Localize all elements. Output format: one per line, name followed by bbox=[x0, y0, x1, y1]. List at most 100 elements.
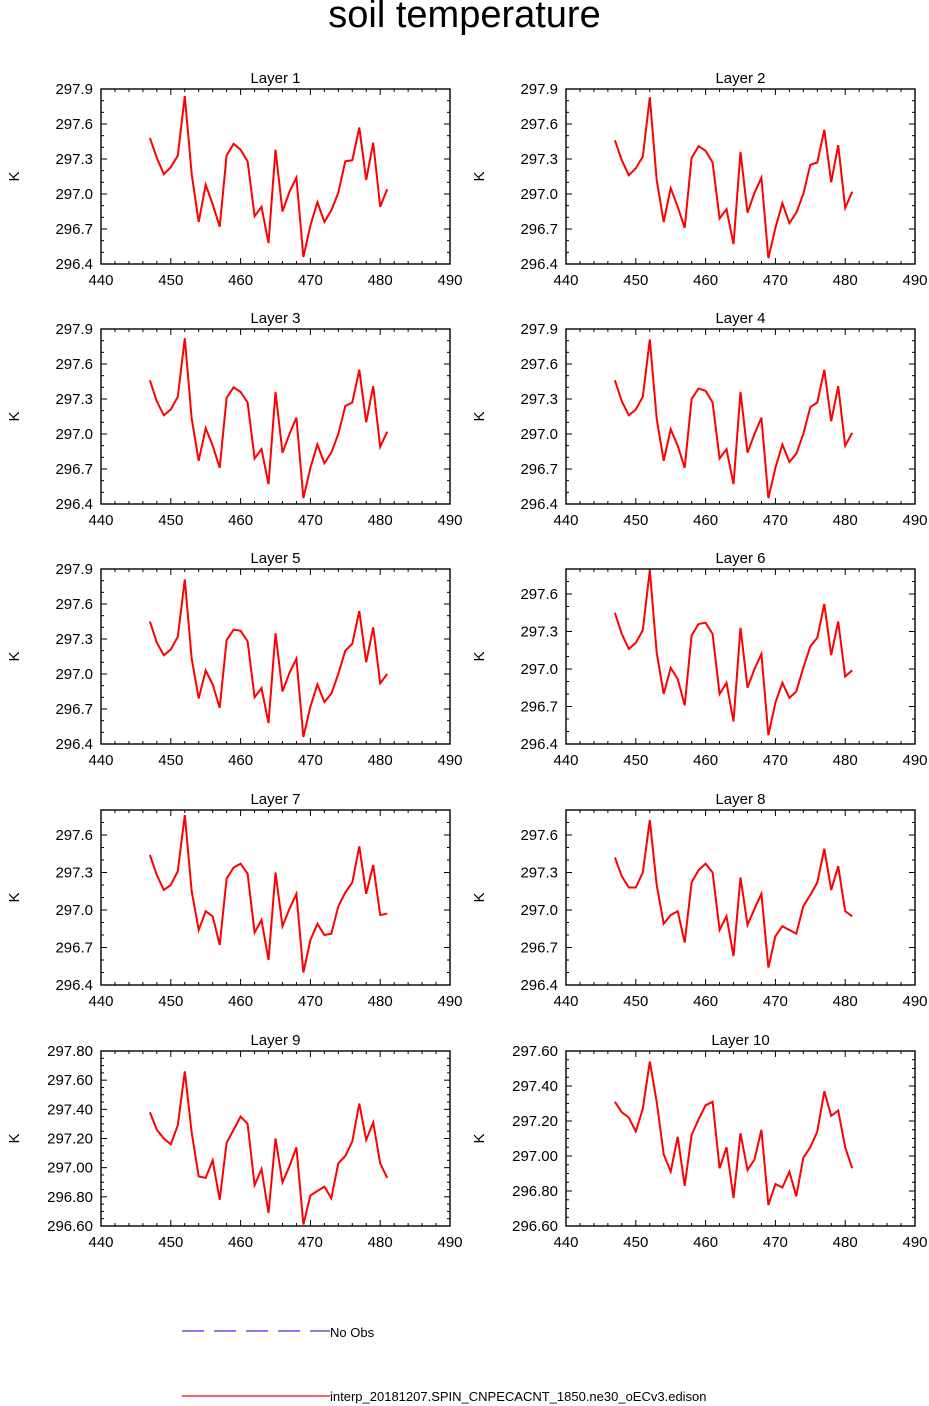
y-tick-label: 296.4 bbox=[55, 256, 93, 273]
x-tick-label: 470 bbox=[298, 1234, 323, 1251]
panel-layer-6: Layer 6 K 440 450 460 470 480 490 297.6 297.3 297.… bbox=[471, 550, 928, 769]
y-tick-label: 297.9 bbox=[520, 321, 558, 338]
series-line bbox=[148, 814, 388, 973]
x-tick-label: 450 bbox=[623, 1234, 648, 1251]
y-tick-label: 297.9 bbox=[520, 81, 558, 98]
y-tick-label: 297.20 bbox=[47, 1131, 93, 1148]
x-tick-label: 470 bbox=[298, 512, 323, 529]
y-tick-label: 296.7 bbox=[55, 940, 93, 957]
x-tick-label: 480 bbox=[833, 1234, 858, 1251]
y-tick-label: 297.6 bbox=[520, 827, 558, 844]
panel-layer-5: Layer 5 K 440 450 460 470 480 490 297.9 297.6 297.… bbox=[6, 550, 463, 769]
series-line bbox=[148, 338, 389, 499]
y-tick-label: 296.7 bbox=[55, 461, 93, 478]
x-tick-label: 440 bbox=[553, 272, 578, 289]
panel-title: Layer 7 bbox=[250, 791, 300, 808]
x-tick-label: 450 bbox=[158, 272, 183, 289]
y-tick-label: 297.3 bbox=[55, 391, 93, 408]
y-tick-label: 296.80 bbox=[47, 1189, 93, 1206]
y-tick-label: 296.7 bbox=[55, 221, 93, 238]
panel-layer-8: Layer 8 K 440 450 460 470 480 490 297.6 297.3 297.… bbox=[471, 791, 928, 1010]
y-tick-label: 297.6 bbox=[55, 356, 93, 373]
y-tick-label: 297.6 bbox=[55, 116, 93, 133]
x-tick-label: 460 bbox=[693, 512, 718, 529]
x-tick-label: 480 bbox=[833, 752, 858, 769]
x-tick-label: 450 bbox=[158, 512, 183, 529]
y-tick-label: 297.60 bbox=[512, 1043, 558, 1060]
y-tick-label: 296.4 bbox=[55, 496, 93, 513]
y-tick-label: 297.0 bbox=[520, 186, 558, 203]
x-tick-label: 480 bbox=[833, 272, 858, 289]
y-tick-label: 297.60 bbox=[47, 1072, 93, 1089]
legend-no-obs-label: No Obs bbox=[330, 1325, 375, 1340]
plot-frame bbox=[100, 568, 451, 745]
x-tick-label: 490 bbox=[437, 1234, 462, 1251]
x-tick-label: 470 bbox=[298, 752, 323, 769]
x-tick-label: 490 bbox=[902, 512, 927, 529]
series-line bbox=[148, 1071, 389, 1225]
y-tick-label: 296.4 bbox=[55, 736, 93, 753]
plot-frame bbox=[100, 88, 451, 265]
y-tick-label: 297.6 bbox=[55, 596, 93, 613]
y-axis-label: K bbox=[471, 1133, 488, 1143]
x-tick-label: 470 bbox=[298, 272, 323, 289]
x-tick-label: 490 bbox=[437, 272, 462, 289]
x-tick-label: 480 bbox=[833, 512, 858, 529]
panel-title: Layer 6 bbox=[715, 550, 765, 567]
x-tick-label: 440 bbox=[553, 1234, 578, 1251]
panel-title: Layer 3 bbox=[250, 310, 300, 327]
y-tick-label: 296.4 bbox=[520, 256, 558, 273]
y-tick-label: 296.7 bbox=[55, 701, 93, 718]
x-tick-label: 450 bbox=[158, 752, 183, 769]
y-axis-label: K bbox=[6, 651, 23, 661]
x-tick-label: 480 bbox=[368, 752, 393, 769]
panel-layer-1: Layer 1 K 440 450 460 470 480 490 297.9 297.6 297.… bbox=[6, 70, 463, 289]
y-tick-label: 296.7 bbox=[520, 699, 558, 716]
y-tick-label: 297.0 bbox=[520, 661, 558, 678]
x-tick-label: 470 bbox=[763, 1234, 788, 1251]
y-tick-label: 297.20 bbox=[512, 1113, 558, 1130]
panel-title: Layer 10 bbox=[711, 1032, 769, 1049]
y-tick-label: 297.0 bbox=[55, 426, 93, 443]
x-tick-label: 490 bbox=[902, 752, 927, 769]
panel-layer-7: Layer 7 K 440 450 460 470 480 490 297.6 297.3 297.… bbox=[6, 791, 463, 1010]
series-line bbox=[613, 97, 854, 259]
y-tick-label: 297.6 bbox=[520, 356, 558, 373]
x-tick-label: 470 bbox=[763, 752, 788, 769]
y-axis-label: K bbox=[6, 1133, 23, 1143]
x-tick-label: 440 bbox=[88, 1234, 113, 1251]
y-tick-label: 297.40 bbox=[47, 1101, 93, 1118]
y-tick-label: 297.9 bbox=[55, 321, 93, 338]
x-tick-label: 450 bbox=[158, 1234, 183, 1251]
x-tick-label: 450 bbox=[623, 272, 648, 289]
y-tick-label: 296.4 bbox=[520, 977, 558, 994]
y-tick-label: 297.6 bbox=[520, 586, 558, 603]
plot-frame bbox=[565, 328, 916, 505]
x-tick-label: 440 bbox=[88, 272, 113, 289]
x-tick-label: 490 bbox=[437, 512, 462, 529]
plot-frame bbox=[100, 809, 451, 986]
series-line bbox=[614, 1061, 854, 1206]
y-axis-label: K bbox=[471, 171, 488, 181]
y-axis-label: K bbox=[471, 892, 488, 902]
x-tick-label: 440 bbox=[553, 512, 578, 529]
x-tick-label: 460 bbox=[693, 993, 718, 1010]
y-tick-label: 296.60 bbox=[512, 1218, 558, 1235]
x-tick-label: 460 bbox=[228, 512, 253, 529]
panel-title: Layer 4 bbox=[715, 310, 765, 327]
x-tick-label: 480 bbox=[833, 993, 858, 1010]
plot-frame bbox=[100, 328, 451, 505]
y-tick-label: 296.4 bbox=[520, 736, 558, 753]
y-tick-label: 297.6 bbox=[520, 116, 558, 133]
x-tick-label: 460 bbox=[228, 1234, 253, 1251]
x-tick-label: 480 bbox=[368, 272, 393, 289]
panel-title: Layer 8 bbox=[715, 791, 765, 808]
series-line bbox=[613, 570, 853, 736]
y-tick-label: 296.7 bbox=[520, 221, 558, 238]
x-tick-label: 480 bbox=[368, 993, 393, 1010]
panel-layer-10: Layer 10 K 440 450 460 470 480 490 297.60 297.40 2… bbox=[471, 1032, 928, 1251]
y-tick-label: 297.3 bbox=[55, 151, 93, 168]
y-tick-label: 297.3 bbox=[55, 631, 93, 648]
x-tick-label: 460 bbox=[693, 272, 718, 289]
y-tick-label: 297.6 bbox=[55, 827, 93, 844]
